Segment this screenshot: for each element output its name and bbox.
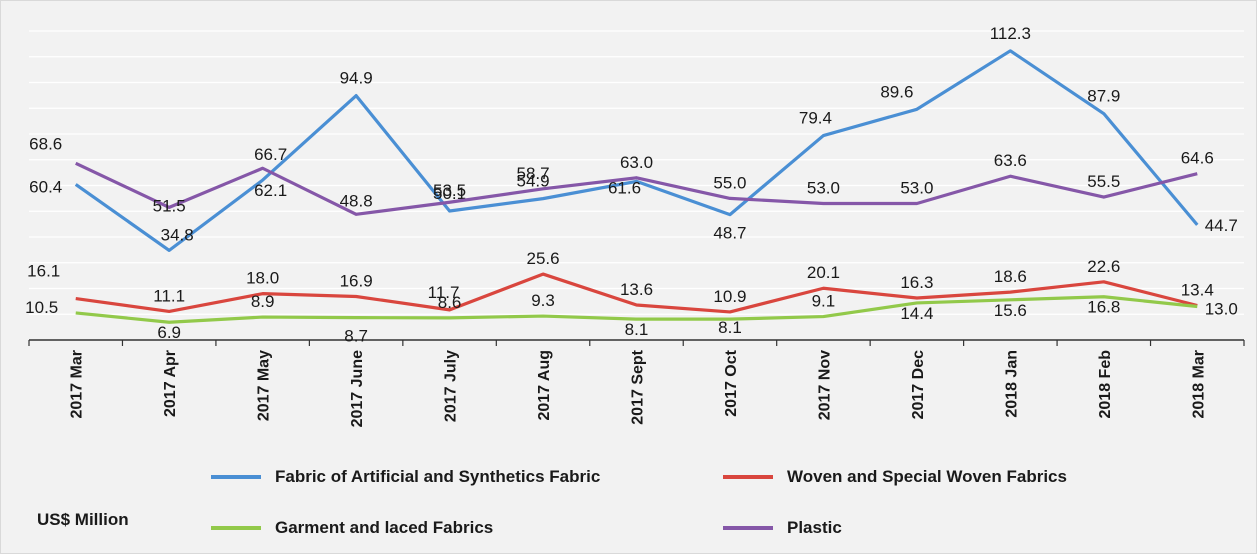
data-label: 15.6 <box>994 301 1027 320</box>
data-label: 53.0 <box>807 179 840 198</box>
data-label: 63.0 <box>620 153 653 172</box>
data-label: 60.4 <box>29 177 62 196</box>
legend-entry-woven: Woven and Special Woven Fabrics <box>723 467 1067 487</box>
data-label: 34.8 <box>161 225 194 244</box>
x-tick-label: 2017 Sept <box>630 349 647 424</box>
data-label: 16.9 <box>340 271 373 290</box>
data-label: 51.5 <box>153 196 186 215</box>
series-line <box>75 272 1198 314</box>
data-label: 16.3 <box>900 273 933 292</box>
data-label: 18.0 <box>246 269 279 288</box>
data-label: 54.9 <box>516 172 549 191</box>
data-label: 16.1 <box>27 262 60 281</box>
data-label: 112.3 <box>990 24 1031 43</box>
data-label: 11.7 <box>428 283 460 302</box>
x-tick-label: 2018 Mar <box>1190 350 1207 419</box>
data-label: 13.4 <box>1181 280 1214 299</box>
x-tick-label: 2017 Mar <box>69 350 86 419</box>
legend-entry-fabric: Fabric of Artificial and Synthetics Fabr… <box>211 467 600 487</box>
data-label: 14.4 <box>900 304 933 323</box>
data-label: 18.6 <box>994 267 1027 286</box>
data-label: 94.9 <box>340 69 373 88</box>
legend-label: Plastic <box>787 518 842 537</box>
x-tick-label: 2017 Aug <box>536 350 553 421</box>
data-label: 89.6 <box>880 82 913 101</box>
data-label: 55.5 <box>1087 172 1120 191</box>
data-label: 8.9 <box>251 292 275 311</box>
data-label: 10.5 <box>25 298 58 317</box>
data-label: 68.6 <box>29 134 62 153</box>
legend-swatch-blue <box>211 475 261 479</box>
data-label: 63.6 <box>994 151 1027 170</box>
x-tick-label: 2017 June <box>349 350 366 427</box>
x-tick-label: 2017 May <box>256 350 273 421</box>
series-line <box>75 161 1198 216</box>
data-label: 53.0 <box>900 179 933 198</box>
data-label: 8.1 <box>718 318 742 337</box>
x-tick-label: 2017 July <box>443 350 460 422</box>
series-line <box>75 295 1198 324</box>
legend-entry-garment: Garment and laced Fabrics <box>211 518 493 538</box>
data-label: 6.9 <box>157 323 181 342</box>
data-label: 64.6 <box>1181 149 1214 168</box>
data-label: 11.1 <box>153 286 185 305</box>
data-label: 8.1 <box>625 320 649 339</box>
data-label: 13.0 <box>1205 300 1238 319</box>
x-tick-label: 2017 Oct <box>723 349 740 416</box>
data-label: 25.6 <box>526 249 559 268</box>
data-label: 61.6 <box>608 178 641 197</box>
data-label: 9.3 <box>531 291 555 310</box>
data-label: 87.9 <box>1087 87 1120 106</box>
data-label: 8.7 <box>344 327 368 346</box>
x-tick-label: 2018 Jan <box>1003 350 1020 418</box>
data-label: 44.7 <box>1205 216 1238 235</box>
data-label: 48.8 <box>340 191 373 210</box>
data-label: 9.1 <box>812 292 836 311</box>
legend-entry-plastic: Plastic <box>723 518 842 538</box>
data-label: 53.5 <box>433 181 466 200</box>
series-line <box>74 49 1199 252</box>
legend-label: Garment and laced Fabrics <box>275 518 494 537</box>
x-tick-label: 2017 Nov <box>816 350 833 420</box>
x-tick-label: 2018 Feb <box>1097 350 1114 419</box>
data-label: 66.7 <box>254 145 287 164</box>
data-label: 62.1 <box>254 181 287 200</box>
data-label: 48.7 <box>713 224 746 243</box>
legend-swatch-green <box>211 526 261 530</box>
x-tick-label: 2017 Apr <box>162 350 179 417</box>
data-label: 55.0 <box>713 173 746 192</box>
data-label: 10.9 <box>713 287 746 306</box>
data-label: 58.7 <box>516 164 549 183</box>
data-label: 8.6 <box>438 293 462 312</box>
data-label: 16.8 <box>1087 298 1120 317</box>
x-tick-label: 2017 Dec <box>910 350 927 419</box>
data-label: 13.6 <box>620 280 653 299</box>
legend-label: Woven and Special Woven Fabrics <box>787 467 1067 486</box>
legend-label: Fabric of Artificial and Synthetics Fabr… <box>275 467 601 486</box>
data-label: 50.1 <box>433 184 466 203</box>
data-label: 20.1 <box>807 263 840 282</box>
data-label: 79.4 <box>799 109 832 128</box>
unit-label: US$ Million <box>37 510 129 529</box>
legend-swatch-red <box>723 475 773 479</box>
data-label: 22.6 <box>1087 257 1120 276</box>
legend-swatch-purple <box>723 526 773 530</box>
